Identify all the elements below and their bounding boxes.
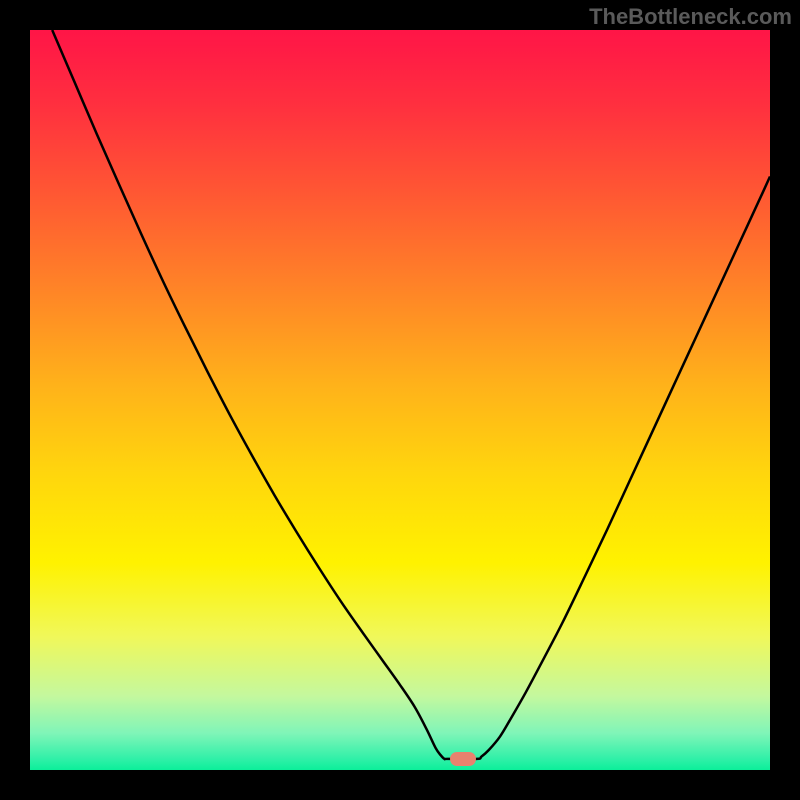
optimal-point-marker: [450, 752, 476, 766]
bottleneck-curve: [30, 30, 770, 770]
chart-container: TheBottleneck.com: [0, 0, 800, 800]
watermark-text: TheBottleneck.com: [589, 4, 792, 30]
plot-area: [30, 30, 770, 770]
